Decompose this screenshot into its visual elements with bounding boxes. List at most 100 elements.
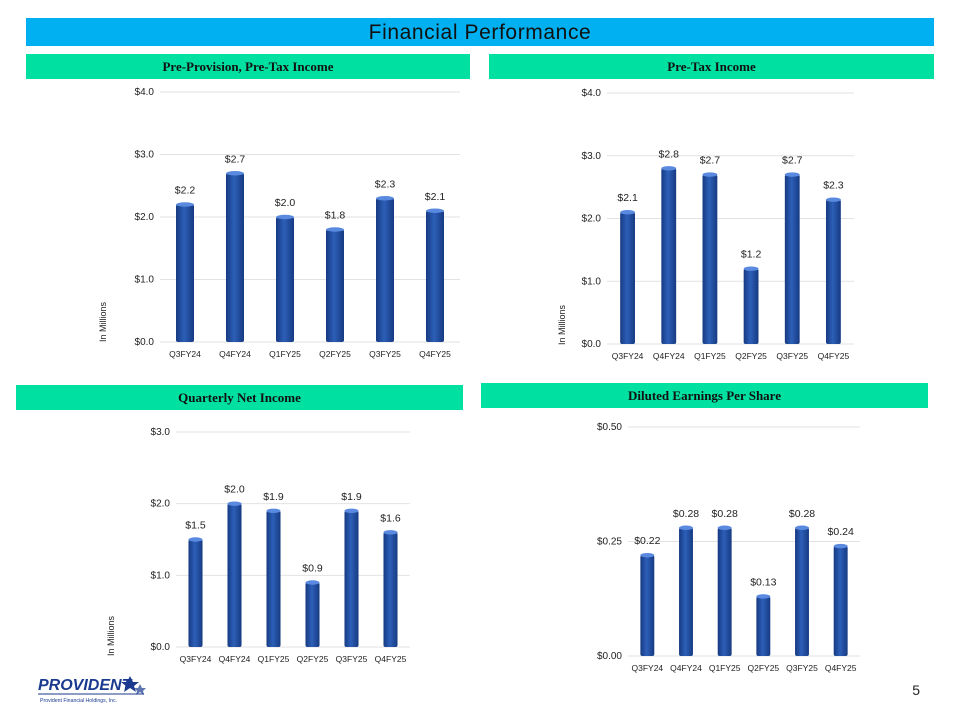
bar-cap <box>266 508 281 514</box>
y-tick-label: $2.0 <box>582 214 602 225</box>
y-tick-label: $0.50 <box>597 422 622 433</box>
bar-cap <box>383 530 398 535</box>
bar <box>383 532 398 647</box>
bar <box>266 510 281 647</box>
data-label: $1.8 <box>325 210 346 222</box>
bar <box>276 217 294 342</box>
bar <box>305 582 320 647</box>
bar <box>743 268 759 344</box>
x-tick-label: Q1FY25 <box>709 663 741 673</box>
bar-cap <box>276 214 294 220</box>
x-tick-label: Q3FY25 <box>336 654 368 664</box>
bar-cap <box>640 553 655 558</box>
bar-cap <box>661 166 677 171</box>
y-tick-label: $0.0 <box>582 339 602 350</box>
bar <box>376 198 394 342</box>
x-tick-label: Q1FY25 <box>694 351 726 361</box>
data-label: $2.7 <box>782 155 803 167</box>
x-tick-label: Q3FY24 <box>632 663 664 673</box>
data-label: $0.28 <box>789 508 815 520</box>
x-tick-label: Q1FY25 <box>258 654 290 664</box>
chart-title-qni: Quarterly Net Income <box>16 385 463 410</box>
x-tick-label: Q1FY25 <box>269 349 301 359</box>
y-tick-label: $3.0 <box>582 151 602 162</box>
x-tick-label: Q3FY25 <box>786 663 818 673</box>
data-label: $0.13 <box>750 576 776 588</box>
data-label: $1.9 <box>341 491 362 503</box>
x-tick-label: Q4FY25 <box>375 654 407 664</box>
y-tick-label: $2.0 <box>135 212 155 223</box>
x-tick-label: Q3FY24 <box>180 654 212 664</box>
data-label: $1.6 <box>380 512 401 524</box>
bar <box>679 527 693 656</box>
y-tick-label: $4.0 <box>135 87 155 98</box>
page-number: 5 <box>912 682 920 698</box>
data-label: $0.28 <box>673 508 699 520</box>
x-tick-label: Q4FY25 <box>818 351 850 361</box>
data-label: $2.3 <box>375 178 396 190</box>
y-tick-label: $2.0 <box>151 499 171 510</box>
bar-cap <box>679 525 693 530</box>
data-label: $2.8 <box>659 148 680 160</box>
bar <box>702 174 718 344</box>
data-label: $1.2 <box>741 249 762 261</box>
data-label: $0.9 <box>302 563 323 575</box>
y-tick-label: $3.0 <box>151 427 171 438</box>
y-axis-label-pti: In Millions <box>557 304 567 345</box>
y-tick-label: $1.0 <box>582 276 602 287</box>
data-label: $2.0 <box>275 197 296 209</box>
data-label: $2.2 <box>175 185 196 197</box>
x-tick-label: Q4FY24 <box>219 654 251 664</box>
data-label: $2.7 <box>225 153 246 165</box>
x-tick-label: Q4FY24 <box>653 351 685 361</box>
y-tick-label: $0.0 <box>135 337 155 348</box>
chart-title-ppti: Pre-Provision, Pre-Tax Income <box>26 54 470 79</box>
bar-cap <box>305 580 320 585</box>
y-tick-label: $0.25 <box>597 537 622 548</box>
bar <box>188 539 203 647</box>
x-tick-label: Q3FY25 <box>369 349 401 359</box>
y-axis-label-ppti: In Millions <box>98 301 108 342</box>
bar <box>344 510 359 647</box>
y-tick-label: $4.0 <box>582 88 602 99</box>
data-label: $2.3 <box>823 180 844 192</box>
logo-subtext: Provident Financial Holdings, Inc. <box>40 698 117 704</box>
data-label: $0.22 <box>634 535 660 547</box>
bar <box>661 168 677 344</box>
x-tick-label: Q3FY25 <box>776 351 808 361</box>
bar <box>620 212 635 344</box>
bar-cap <box>620 210 635 215</box>
data-label: $0.28 <box>712 508 738 520</box>
bar <box>717 527 732 656</box>
provident-logo: PROVIDENT Provident Financial Holdings, … <box>38 676 146 704</box>
y-tick-label: $0.00 <box>597 651 622 662</box>
x-tick-label: Q2FY25 <box>297 654 329 664</box>
bar-cap <box>226 171 244 176</box>
bar-cap <box>376 196 394 201</box>
x-tick-label: Q3FY24 <box>169 349 201 359</box>
bar <box>326 229 344 342</box>
data-label: $1.5 <box>185 520 206 532</box>
bar-cap <box>756 594 771 599</box>
y-tick-label: $1.0 <box>151 570 171 581</box>
x-tick-label: Q4FY24 <box>670 663 702 673</box>
data-label: $1.9 <box>263 491 284 503</box>
bar-cap <box>743 266 759 271</box>
x-tick-label: Q2FY25 <box>319 349 351 359</box>
bar <box>795 527 809 656</box>
x-tick-label: Q4FY24 <box>219 349 251 359</box>
bar <box>226 173 244 342</box>
bar <box>640 555 655 656</box>
bar-cap <box>833 543 848 549</box>
data-label: $2.1 <box>617 192 638 204</box>
bar <box>426 210 444 342</box>
data-label: $0.24 <box>828 526 854 538</box>
bar-cap <box>826 197 841 202</box>
bar <box>833 546 848 656</box>
x-tick-label: Q3FY24 <box>612 351 644 361</box>
bar <box>756 596 771 656</box>
